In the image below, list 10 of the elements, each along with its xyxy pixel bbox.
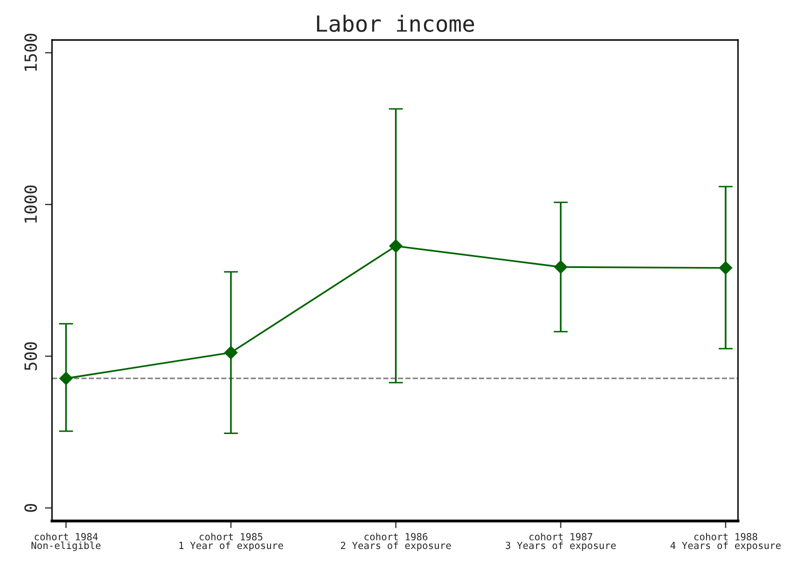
chart-title: Labor income (317, 14, 474, 32)
x-tick-label: cohort 1984 Non-eligible (32, 532, 101, 552)
x-tick-label: cohort 1986 2 Years of exposure (340, 532, 451, 551)
y-tick-label: 0 (24, 504, 37, 512)
x-tick-label: cohort 1985 1 Year of exposure (179, 532, 284, 551)
x-tick-label: cohort 1987 3 Years of exposure (506, 532, 616, 551)
y-tick-label: 1000 (24, 185, 37, 223)
x-tick-label: cohort 1988 4 Years of exposure (670, 532, 781, 551)
y-tick-label: 1500 (24, 34, 37, 71)
y-tick-label: 500 (24, 342, 37, 370)
